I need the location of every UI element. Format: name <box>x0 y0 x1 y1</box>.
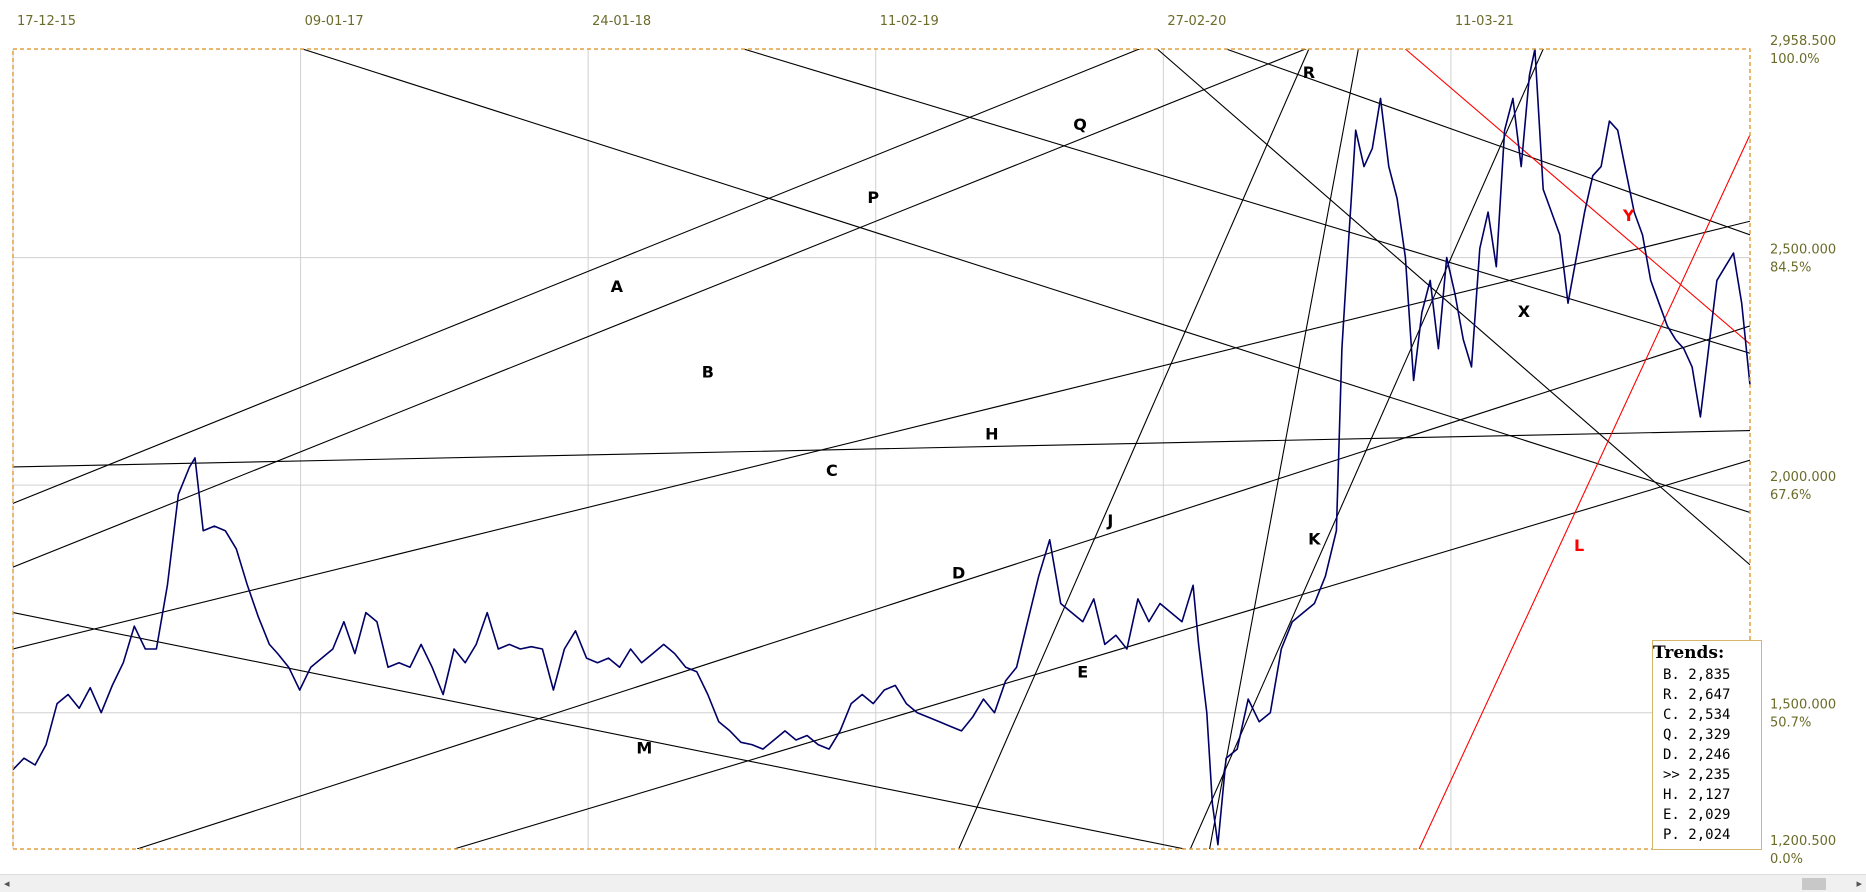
x-tick-label: 17-12-15 <box>17 14 76 29</box>
trend-line-b <box>13 49 1308 568</box>
y-axis: 2,958.500 100.0% 2,500.000 84.5% 2,000.000 67… <box>1770 34 1836 867</box>
trends-legend: Trends: B. 2,835 R. 2,647 C. 2,534 Q. 2,329… <box>1652 640 1762 850</box>
trend-label-m: M <box>636 739 652 758</box>
trend-line-x <box>1156 49 1750 566</box>
y-tick-label: 2,000.000 <box>1770 470 1836 485</box>
scroll-left-arrow-icon[interactable]: ◂ <box>4 877 10 890</box>
trend-line-p <box>302 49 1750 514</box>
scroll-thumb[interactable] <box>1802 878 1826 890</box>
y-tick-label: 1,500.000 <box>1770 698 1836 713</box>
trend-line-r <box>1209 49 1359 849</box>
x-tick-label: 09-01-17 <box>305 14 364 29</box>
y-tick-percent: 67.6% <box>1770 488 1811 503</box>
plot-frame <box>12 48 1751 850</box>
legend-entry: C. 2,534 <box>1663 707 1731 723</box>
x-tick-label: 11-03-21 <box>1455 14 1514 29</box>
legend-entry: H. 2,127 <box>1663 787 1731 803</box>
legend-entry: E. 2,029 <box>1663 807 1731 823</box>
trend-label-x: X <box>1518 302 1531 321</box>
price-series <box>12 48 1751 846</box>
legend-entry: Q. 2,329 <box>1663 727 1731 743</box>
legend-entry: D. 2,246 <box>1663 747 1731 763</box>
y-tick-percent: 84.5% <box>1770 261 1811 276</box>
trend-line-y <box>1404 49 1750 345</box>
trend-label-y: Y <box>1622 206 1635 225</box>
y-tick-label: 1,200.500 <box>1770 834 1836 849</box>
trend-lines <box>13 49 1750 849</box>
trend-label-k: K <box>1308 529 1321 548</box>
y-tick-percent: 50.7% <box>1770 716 1811 731</box>
trend-line <box>1225 49 1750 236</box>
trend-label-j: J <box>1106 511 1113 530</box>
x-tick-label: 11-02-19 <box>880 14 939 29</box>
trend-line-a <box>13 49 1141 504</box>
trend-label-b: B <box>702 362 714 381</box>
x-tick-label: 24-01-18 <box>592 14 651 29</box>
trend-label-d: D <box>952 563 965 582</box>
trend-line-j <box>958 49 1310 849</box>
horizontal-scrollbar[interactable]: ◂ ▸ <box>0 874 1866 892</box>
y-tick-label: 2,958.500 <box>1770 34 1836 49</box>
trend-line-k <box>1189 49 1544 849</box>
legend-rows: B. 2,835 R. 2,647 C. 2,534 Q. 2,329 D. 2,246… <box>1653 665 1761 845</box>
trend-line-c <box>13 220 1750 650</box>
trend-label-l: L <box>1574 536 1584 555</box>
price-line <box>12 48 1751 846</box>
y-tick-percent: 100.0% <box>1770 52 1820 67</box>
trend-labels: A B C D E H M P Q J K R X Y L <box>611 63 1635 758</box>
trend-line-l <box>1418 134 1750 849</box>
trend-label-q: Q <box>1073 115 1087 134</box>
trend-line-d <box>136 325 1750 849</box>
trend-label-p: P <box>867 188 879 207</box>
x-axis: 17-12-15 09-01-17 24-01-18 11-02-19 27-02-20… <box>17 14 1514 29</box>
grid-lines <box>12 49 1750 849</box>
x-tick-label: 27-02-20 <box>1167 14 1226 29</box>
trend-label-c: C <box>826 461 838 480</box>
y-tick-percent: 0.0% <box>1770 852 1803 867</box>
legend-entry: >> 2,235 <box>1663 767 1731 783</box>
legend-title: Trends: <box>1653 643 1725 663</box>
scroll-right-arrow-icon[interactable]: ▸ <box>1856 877 1862 890</box>
trend-line-m <box>13 612 1185 849</box>
trend-line-h <box>13 430 1750 468</box>
legend-entry: R. 2,647 <box>1663 687 1731 703</box>
trend-line-q <box>743 49 1750 354</box>
legend-entry: P. 2,024 <box>1663 827 1731 843</box>
trend-label-a: A <box>611 277 624 296</box>
y-tick-label: 2,500.000 <box>1770 243 1836 258</box>
legend-entry: B. 2,835 <box>1663 667 1731 683</box>
trend-label-h: H <box>985 425 998 444</box>
trend-line-e <box>453 459 1750 849</box>
trend-label-e: E <box>1077 663 1088 682</box>
trend-label-r: R <box>1303 63 1315 82</box>
